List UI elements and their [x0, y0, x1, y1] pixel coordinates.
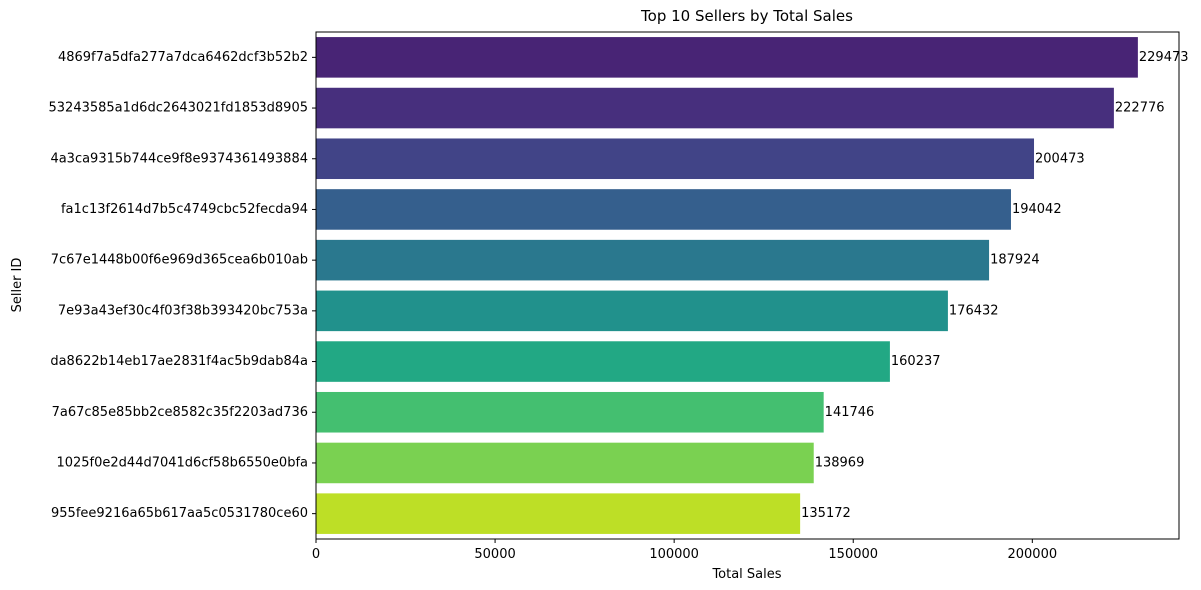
bar — [316, 341, 890, 382]
y-axis-label: Seller ID — [10, 258, 25, 313]
data-label: 141746 — [825, 405, 875, 420]
x-tick-label: 50000 — [474, 547, 515, 562]
y-tick-label: 7c67e1448b00f6e969d365cea6b010ab — [51, 253, 308, 268]
x-tick-label: 150000 — [828, 547, 878, 562]
bar — [316, 87, 1114, 129]
bars-group — [316, 37, 1138, 534]
bar — [316, 189, 1011, 230]
data-label: 135172 — [801, 506, 851, 521]
x-tick-label: 100000 — [649, 547, 699, 562]
data-label: 229473 — [1139, 50, 1189, 65]
y-tick-label: 4869f7a5dfa277a7dca6462dcf3b52b2 — [58, 50, 308, 65]
y-tick-label: da8622b14eb17ae2831f4ac5b9dab84a — [50, 354, 308, 369]
y-tick-label: 4a3ca9315b744ce9f8e9374361493884 — [50, 151, 308, 166]
y-tick-label: 1025f0e2d44d7041d6cf58b6550e0bfa — [56, 455, 308, 470]
x-tick-label: 0 — [312, 547, 320, 562]
x-ticks: 0 50000 100000 150000 200000 — [312, 539, 1057, 562]
data-label: 176432 — [949, 303, 999, 318]
data-label: 222776 — [1115, 101, 1165, 116]
bar — [316, 37, 1138, 78]
y-tick-label: 53243585a1d6dc2643021fd1853d8905 — [49, 101, 308, 116]
y-tick-label: 7a67c85e85bb2ce8582c35f2203ad736 — [52, 405, 308, 420]
bar — [316, 290, 948, 332]
x-tick-label: 200000 — [1007, 547, 1057, 562]
y-tick-label: 7e93a43ef30c4f03f38b393420bc753a — [58, 303, 308, 318]
bar — [316, 442, 814, 484]
data-label: 138969 — [815, 455, 865, 470]
plot-frame — [315, 31, 1180, 540]
data-label: 194042 — [1012, 202, 1062, 217]
y-tick-label: 955fee9216a65b617aa5c0531780ce60 — [51, 506, 308, 521]
y-tick-label: fa1c13f2614d7b5c4749cbc52fecda94 — [61, 202, 308, 217]
bar — [316, 391, 824, 433]
data-label: 160237 — [891, 354, 941, 369]
bar — [316, 239, 990, 281]
bar — [316, 138, 1035, 180]
x-axis-label: Total Sales — [711, 567, 781, 582]
y-tick-labels: 4869f7a5dfa277a7dca6462dcf3b52b2 53243585… — [49, 50, 316, 521]
data-label: 200473 — [1035, 151, 1085, 166]
data-label: 187924 — [990, 253, 1040, 268]
data-labels: 229473 222776 200473 194042 187924 176432 1602… — [801, 50, 1188, 521]
bar — [316, 493, 801, 534]
chart-title: Top 10 Sellers by Total Sales — [640, 7, 853, 25]
